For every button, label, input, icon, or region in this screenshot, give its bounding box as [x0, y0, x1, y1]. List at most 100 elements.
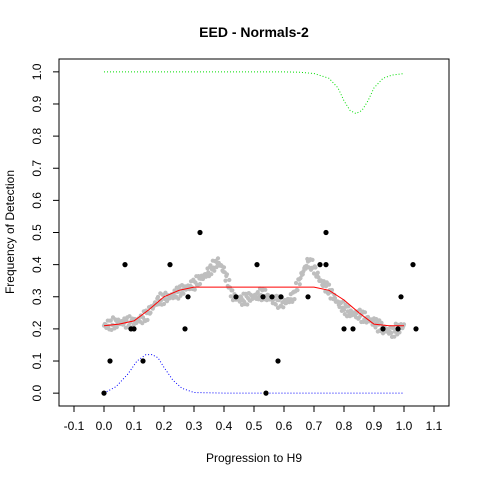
smoothed-point	[221, 265, 227, 270]
smoothed-point	[155, 294, 161, 300]
smoothed-point	[161, 301, 167, 307]
data-point	[131, 326, 137, 332]
smoothed-point	[362, 310, 368, 315]
smoothed-point	[145, 317, 150, 323]
smoothed-point	[292, 297, 297, 302]
point-layer	[101, 229, 419, 396]
smoothed-point	[192, 287, 197, 292]
x-tick-label: 1.1	[426, 419, 443, 433]
smoothed-point	[281, 305, 286, 310]
smoothed-point	[127, 314, 132, 319]
plot-frame	[58, 58, 450, 407]
smoothed-point	[181, 291, 186, 296]
smoothed-point	[212, 268, 217, 273]
data-point	[323, 229, 329, 236]
smoothed-point	[273, 302, 278, 307]
x-tick-label: 0.8	[336, 419, 353, 433]
smoothed-point	[245, 302, 250, 307]
smoothed-point	[391, 325, 396, 330]
data-point	[233, 294, 239, 300]
x-tick-label: 0.4	[216, 419, 233, 433]
lower-dotted-curve	[103, 354, 404, 394]
dense-point-layer	[101, 256, 407, 339]
data-point	[269, 294, 275, 300]
y-axis-label: Frequency of Detection	[3, 170, 17, 294]
y-tick-label: 0.5	[30, 224, 44, 241]
y-tick-label: 0.6	[30, 192, 44, 209]
smoothed-point	[298, 276, 303, 281]
smoothed-point	[326, 282, 332, 287]
x-tick-label: 0.6	[276, 419, 293, 433]
y-tick-label: 1.0	[30, 63, 44, 80]
smoothed-point	[341, 307, 347, 312]
fit-line-layer	[103, 286, 404, 327]
x-tick-label: 0.7	[306, 419, 323, 433]
data-point	[260, 294, 266, 300]
data-point	[254, 262, 260, 268]
y-tick-label: 0.0	[30, 384, 44, 401]
x-tick-label: 0.3	[186, 419, 203, 433]
smoothed-point	[230, 288, 235, 293]
smoothed-point	[255, 290, 260, 295]
smoothed-point	[295, 288, 300, 293]
y-tick-label: 0.7	[30, 160, 44, 177]
smoothed-point	[332, 296, 338, 301]
smoothed-point	[316, 275, 321, 280]
data-point	[323, 262, 329, 268]
data-point	[413, 326, 419, 332]
data-point	[197, 229, 203, 236]
data-point	[263, 390, 269, 396]
smoothed-point	[140, 321, 145, 326]
smoothed-point	[114, 325, 119, 330]
x-axis: -0.1 0.0 0.1 0.2 0.3 0.4 0.5 0.6 0.7 0.8 0.9 1.0 1.1	[64, 406, 443, 433]
smoothed-point	[108, 318, 113, 323]
smoothed-point	[158, 298, 164, 303]
data-point	[278, 294, 284, 300]
data-point	[140, 358, 146, 364]
data-point	[395, 326, 401, 332]
smoothed-point	[176, 296, 181, 301]
fit-line	[103, 286, 404, 327]
smoothed-point	[389, 330, 394, 335]
data-point	[101, 390, 107, 396]
smoothed-point	[228, 294, 233, 299]
x-axis-label: Progression to H9	[206, 451, 302, 465]
upper-dotted-curve	[104, 71, 405, 115]
smoothed-point	[392, 334, 397, 339]
smoothed-point	[215, 256, 221, 261]
data-point	[107, 358, 113, 364]
data-point	[185, 294, 191, 300]
smoothed-point	[357, 307, 362, 312]
smoothed-point	[209, 272, 214, 277]
x-tick-label: 0.5	[246, 419, 263, 433]
data-point	[305, 294, 311, 300]
x-tick-label: 0.9	[366, 419, 383, 433]
smoothed-point	[197, 281, 203, 287]
smoothed-point	[300, 272, 305, 277]
smoothed-point	[311, 271, 317, 276]
data-point	[317, 262, 323, 268]
data-point	[122, 262, 128, 268]
smoothed-point	[373, 325, 378, 330]
y-tick-label: 0.4	[30, 256, 44, 273]
smoothed-point	[148, 310, 153, 315]
data-point	[410, 262, 416, 268]
smoothed-point	[332, 292, 337, 297]
data-point	[350, 326, 356, 332]
data-point	[380, 326, 386, 332]
smoothed-point	[266, 293, 271, 298]
x-tick-label: 0.2	[156, 419, 173, 433]
y-axis: 0.0 0.1 0.2 0.3 0.4 0.5 0.6 0.7 0.8 0.9 1.0	[30, 63, 59, 401]
y-tick-label: 0.2	[30, 320, 44, 337]
data-point	[341, 326, 347, 332]
smoothed-point	[223, 278, 228, 283]
x-tick-label: 0.1	[126, 419, 143, 433]
smoothed-point	[365, 314, 371, 320]
data-point	[275, 358, 281, 364]
smoothed-point	[310, 257, 315, 262]
x-tick-label: 1.0	[396, 419, 413, 433]
smoothed-point	[315, 270, 320, 275]
smoothed-point	[208, 263, 213, 268]
data-point	[182, 326, 188, 332]
